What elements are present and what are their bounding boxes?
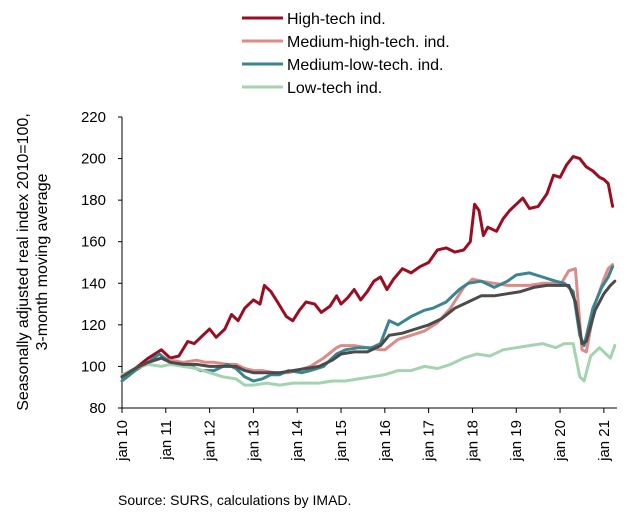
x-tick-label: jan 20 — [552, 420, 569, 462]
series-line-low-tech-ind — [120, 342, 617, 387]
series-line-medium-high-tech-ind — [120, 263, 615, 379]
y-tick-label: 180 — [81, 192, 106, 209]
y-axis: 80 100 120 140 160 180 200 220 — [81, 109, 123, 417]
x-tick-label: jan 11 — [158, 420, 175, 461]
series-line-total — [120, 279, 617, 379]
x-axis: jan 10 jan 11 jan 12 jan 13 jan 14 jan 15 jan … — [114, 407, 617, 462]
legend-label: Medium-low-tech. ind. — [287, 57, 444, 74]
x-tick-label: jan 10 — [114, 420, 131, 462]
x-tick-label: jan 13 — [245, 420, 262, 462]
x-tick-label: jan 17 — [421, 420, 438, 462]
series-line-high-tech-ind — [120, 155, 615, 379]
x-tick-label: jan 19 — [508, 420, 525, 462]
y-tick-label: 140 — [81, 275, 106, 292]
y-axis-label-line: Seasonally adjusted real index 2010=100, — [15, 113, 32, 411]
y-tick-label: 120 — [81, 317, 106, 334]
x-tick-label: jan 16 — [377, 420, 394, 462]
x-tick-label: jan 15 — [333, 420, 350, 462]
y-tick-label: 80 — [89, 400, 106, 417]
legend-label: Medium-high-tech. ind. — [287, 34, 450, 51]
x-tick-label: jan 18 — [464, 420, 481, 462]
legend-label: Low-tech ind. — [287, 80, 382, 97]
y-tick-label: 160 — [81, 234, 106, 251]
y-tick-label: 220 — [81, 109, 106, 126]
series-line-medium-low-tech-ind — [120, 265, 615, 383]
x-tick-label: jan 21 — [596, 420, 613, 462]
legend-label: High-tech ind. — [287, 11, 386, 28]
x-tick-label: jan 12 — [202, 420, 219, 462]
x-tick-label: jan 14 — [289, 420, 306, 462]
y-tick-label: 200 — [81, 151, 106, 168]
y-axis-label: Seasonally adjusted real index 2010=100,… — [15, 113, 51, 411]
y-tick-label: 100 — [81, 358, 106, 375]
legend: High-tech ind. Medium-high-tech. ind. Medi… — [242, 11, 450, 97]
source-note: Source: SURS, calculations by IMAD. — [118, 492, 351, 508]
series-lines — [120, 155, 617, 387]
y-axis-label-line: 3-month moving average — [34, 173, 51, 350]
